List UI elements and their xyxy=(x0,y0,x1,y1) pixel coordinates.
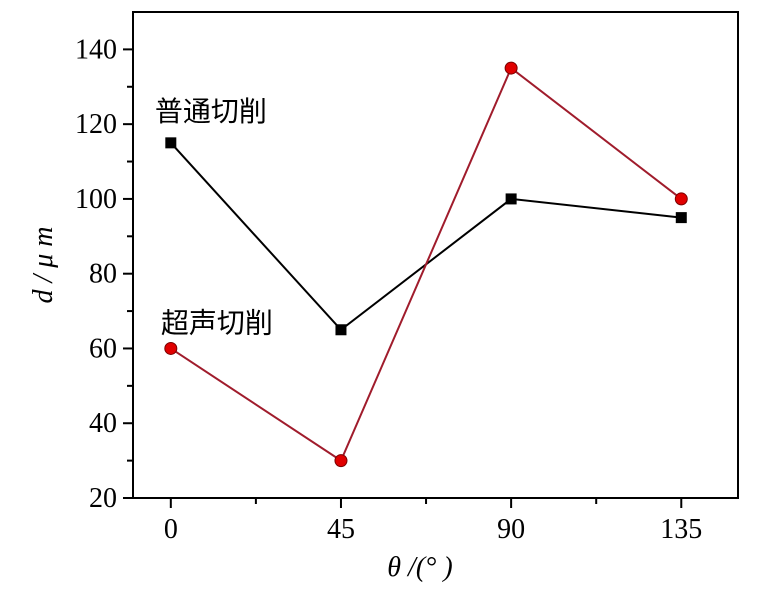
y-tick-label: 20 xyxy=(89,483,117,514)
axis-tick-labels: 0 45 90 135 20 40 60 80 100 120 140 xyxy=(75,34,702,545)
y-tick-label: 40 xyxy=(89,408,117,439)
x-tick-label: 0 xyxy=(164,514,178,545)
data-point xyxy=(675,212,687,224)
series-label: 超声切削 xyxy=(161,306,273,339)
x-tick-label: 90 xyxy=(497,514,525,545)
series-layer xyxy=(164,61,688,468)
y-tick-label: 140 xyxy=(75,34,117,65)
x-axis-title: θ /(° ) xyxy=(387,552,452,583)
data-point xyxy=(674,192,688,206)
axis-ticks xyxy=(123,48,683,508)
y-axis-title: d / μ m xyxy=(28,226,59,303)
series-line xyxy=(170,142,682,332)
y-tick-label: 120 xyxy=(75,109,117,140)
y-tick-label: 100 xyxy=(75,184,117,215)
x-tick-label: 135 xyxy=(660,514,702,545)
series-2 xyxy=(164,61,688,468)
series-label: 普通切削 xyxy=(155,95,267,128)
x-tick-label: 45 xyxy=(327,514,355,545)
data-point xyxy=(164,341,178,355)
plot-frame xyxy=(132,11,739,499)
y-tick-label: 80 xyxy=(89,259,117,290)
series-line xyxy=(170,66,682,463)
data-point xyxy=(165,137,177,149)
data-point xyxy=(504,61,518,75)
data-point xyxy=(334,454,348,468)
data-point xyxy=(335,324,347,336)
y-tick-label: 60 xyxy=(89,333,117,364)
data-point xyxy=(505,193,517,205)
